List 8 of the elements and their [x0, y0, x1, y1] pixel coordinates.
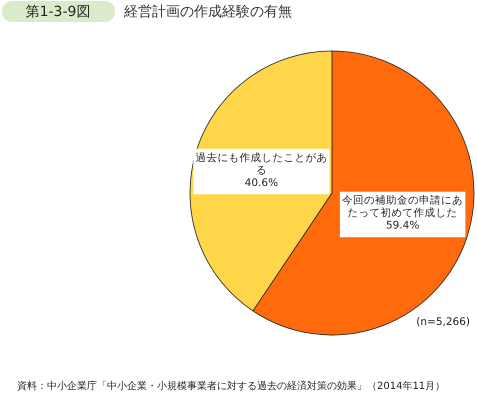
text: (n=5,266) — [416, 316, 470, 328]
data-label: 40.6% — [244, 176, 278, 189]
text: 第1-3-9図 — [26, 4, 90, 20]
slice-label: 今回の補助金の申請にあたって初めて作成した — [342, 194, 464, 220]
slice-label: 過去にも作成したことがある — [195, 150, 328, 176]
data-label: 59.4% — [386, 220, 420, 232]
text: 資料：中小企業庁「中小企業・小規模事業者に対する過去の経済対策の効果」（2014年11月） — [17, 380, 446, 392]
chart-title: 経営計画の作成経験の有無 — [123, 4, 292, 20]
